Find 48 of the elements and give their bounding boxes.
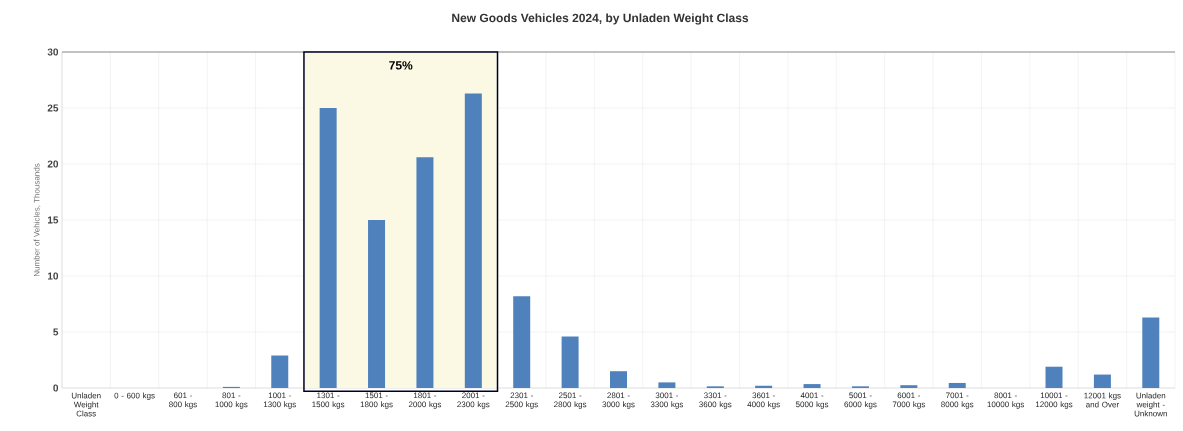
x-tick-label: 0 - 600 kgs: [114, 392, 155, 400]
x-tick-label: 3301 - 3600 kgs: [699, 392, 732, 409]
chart-title: New Goods Vehicles 2024, by Unladen Weight Class: [452, 13, 749, 25]
x-tick-label: 5001 - 6000 kgs: [844, 392, 877, 409]
y-tick-label: 20: [47, 160, 59, 168]
bar: [900, 385, 918, 388]
x-tick-label: 801 - 1000 kgs: [215, 392, 248, 409]
bar: [561, 336, 579, 388]
x-tick-label: 1301 - 1500 kgs: [312, 392, 345, 409]
x-tick-label: 2501 - 2800 kgs: [554, 392, 587, 409]
bar: [271, 355, 289, 388]
x-tick-label: 1801 - 2000 kgs: [408, 392, 442, 409]
x-tick-label: 6001 - 7000 kgs: [892, 392, 925, 409]
y-tick-label: 5: [53, 328, 59, 336]
y-tick-label: 10: [47, 272, 59, 280]
x-tick-label: Unladen Weight Class: [71, 392, 101, 417]
bar: [948, 382, 966, 388]
x-tick-label: 2801 - 3000 kgs: [602, 392, 635, 409]
x-tick-label: 8001 - 10000 kgs: [987, 392, 1025, 409]
x-tick-label: 3601 - 4000 kgs: [747, 392, 780, 409]
x-tick-label: 3001 - 3300 kgs: [650, 392, 684, 409]
y-tick-label: 30: [47, 48, 59, 56]
x-tick-label: 12001 kgs and Over: [1084, 392, 1121, 408]
x-tick-label: 2001 - 2300 kgs: [457, 392, 490, 409]
bar: [416, 157, 434, 388]
bar: [1045, 366, 1063, 388]
y-tick-label: 0: [53, 384, 59, 392]
y-tick-label: 25: [47, 104, 59, 112]
x-tick-label: 601 - 800 kgs: [169, 392, 197, 409]
x-tick-label: 2301 - 2500 kgs: [505, 392, 538, 409]
bar: [319, 108, 337, 388]
bar: [1093, 374, 1111, 388]
x-tick-label: 7001 - 8000 kgs: [941, 392, 974, 409]
y-axis-title: Number of Vehicles, Thousands: [33, 163, 41, 277]
bar: [658, 382, 676, 388]
bar: [464, 93, 482, 388]
band-label: 75%: [389, 61, 413, 70]
bar: [803, 384, 821, 388]
y-tick-label: 15: [47, 216, 59, 224]
x-tick-label: 10001 - 12000 kgs: [1035, 392, 1073, 409]
x-tick-label: 1001 - 1300 kgs: [263, 392, 296, 409]
bar: [368, 220, 386, 388]
bar: [1142, 317, 1160, 388]
bar: [609, 371, 627, 388]
bar: [513, 296, 531, 388]
x-tick-label: Unladen weight - Unknown: [1134, 392, 1167, 417]
x-tick-label: 4001 - 5000 kgs: [795, 392, 829, 409]
x-tick-label: 1501 - 1800 kgs: [360, 392, 393, 409]
